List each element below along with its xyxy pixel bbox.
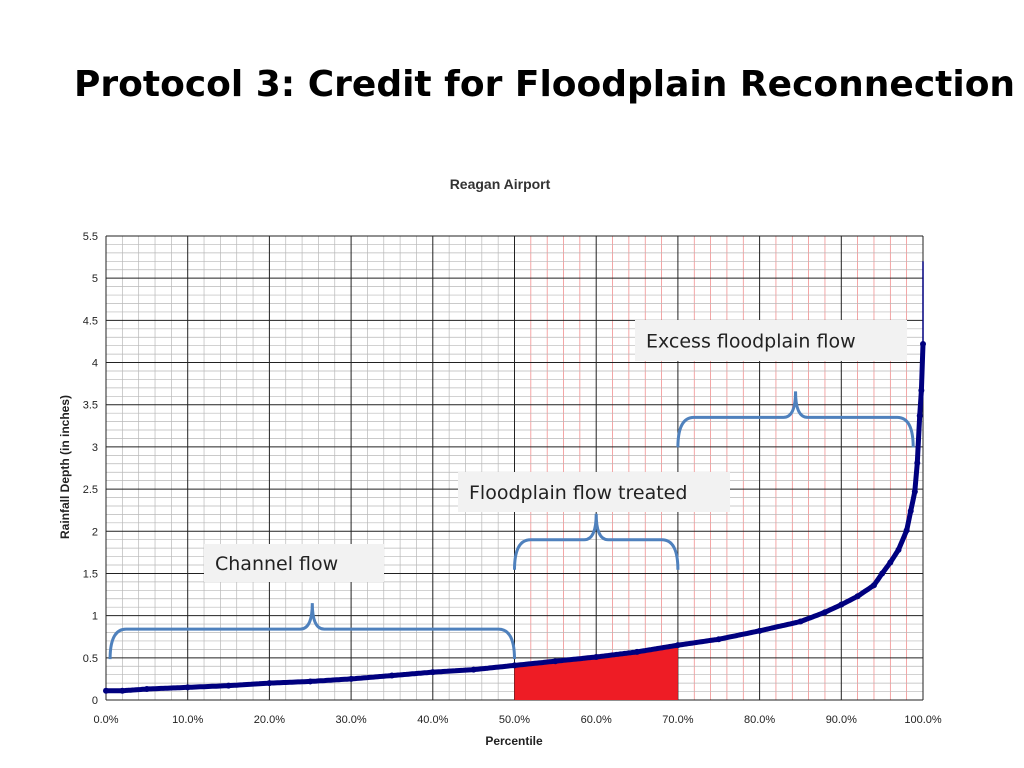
annotation-box bbox=[458, 472, 730, 512]
data-point bbox=[797, 618, 804, 625]
data-point bbox=[918, 387, 925, 394]
brace-bracket bbox=[676, 391, 915, 448]
data-point bbox=[895, 546, 902, 553]
y-tick-label: 1 bbox=[92, 611, 98, 623]
data-point bbox=[511, 662, 518, 669]
data-point bbox=[388, 672, 395, 679]
annotation-box bbox=[635, 320, 907, 361]
x-axis-label: Percentile bbox=[485, 734, 543, 748]
data-point bbox=[916, 412, 923, 419]
data-point bbox=[119, 687, 126, 694]
data-point bbox=[429, 669, 436, 676]
annotations: Channel flow Floodplain flow treated Exces… bbox=[108, 320, 915, 660]
y-tick-label: 1.5 bbox=[83, 568, 98, 580]
y-tick-label: 5 bbox=[92, 273, 98, 285]
data-point bbox=[914, 459, 921, 466]
x-tick-label: 20.0% bbox=[254, 714, 285, 726]
slide-title: Protocol 3: Credit for Floodplain Reconn… bbox=[74, 64, 1016, 105]
x-tick-label: 10.0% bbox=[172, 714, 203, 726]
y-tick-label: 0.5 bbox=[83, 653, 98, 665]
data-point bbox=[870, 582, 877, 589]
y-axis-label: Rainfall Depth (in inches) bbox=[58, 395, 72, 539]
data-point bbox=[674, 642, 681, 649]
x-tick-label: 70.0% bbox=[662, 714, 693, 726]
data-point bbox=[756, 627, 763, 634]
x-tick-label: 90.0% bbox=[826, 714, 857, 726]
data-point bbox=[184, 684, 191, 691]
data-point bbox=[715, 636, 722, 643]
annotation-label: Channel flow bbox=[215, 553, 338, 575]
data-point bbox=[907, 508, 914, 515]
y-tick-label: 3.5 bbox=[83, 400, 98, 412]
tick-labels: 0.0% 10.0% 20.0% 30.0% 40.0% 50.0% 60.0% 70.0% 8… bbox=[83, 231, 942, 726]
chart-title: Reagan Airport bbox=[450, 176, 551, 192]
data-point bbox=[225, 682, 232, 689]
data-point bbox=[903, 527, 910, 534]
x-tick-label: 50.0% bbox=[499, 714, 530, 726]
data-point bbox=[552, 658, 559, 665]
highlight-area bbox=[514, 645, 678, 700]
data-point bbox=[593, 653, 600, 660]
annotation-box bbox=[204, 544, 384, 582]
data-series bbox=[103, 261, 926, 694]
x-tick-label: 80.0% bbox=[744, 714, 775, 726]
data-point bbox=[879, 570, 886, 577]
x-tick-label: 100.0% bbox=[904, 714, 942, 726]
annotation-label: Floodplain flow treated bbox=[469, 482, 687, 504]
y-tick-label: 5.5 bbox=[83, 231, 98, 243]
data-point bbox=[103, 687, 109, 694]
x-tick-label: 30.0% bbox=[335, 714, 366, 726]
data-point bbox=[911, 488, 918, 495]
annotation-label: Excess floodplain flow bbox=[646, 331, 856, 353]
y-tick-label: 4.5 bbox=[83, 315, 98, 327]
x-tick-label: 0.0% bbox=[93, 714, 118, 726]
x-tick-label: 40.0% bbox=[417, 714, 448, 726]
data-point bbox=[854, 593, 861, 600]
y-tick-label: 4 bbox=[92, 358, 98, 370]
data-point bbox=[821, 609, 828, 616]
highlight-region bbox=[514, 645, 678, 700]
data-point bbox=[307, 678, 314, 685]
data-point bbox=[266, 680, 273, 687]
data-point bbox=[887, 559, 894, 566]
y-tick-label: 2.5 bbox=[83, 484, 98, 496]
data-point bbox=[143, 686, 150, 693]
y-tick-label: 3 bbox=[92, 442, 98, 454]
data-point bbox=[634, 648, 641, 655]
data-point bbox=[470, 666, 477, 673]
y-tick-label: 0 bbox=[92, 695, 98, 707]
y-tick-label: 2 bbox=[92, 526, 98, 538]
data-point bbox=[838, 601, 845, 608]
brace-bracket bbox=[108, 603, 516, 660]
x-tick-label: 60.0% bbox=[581, 714, 612, 726]
data-point bbox=[348, 675, 355, 682]
